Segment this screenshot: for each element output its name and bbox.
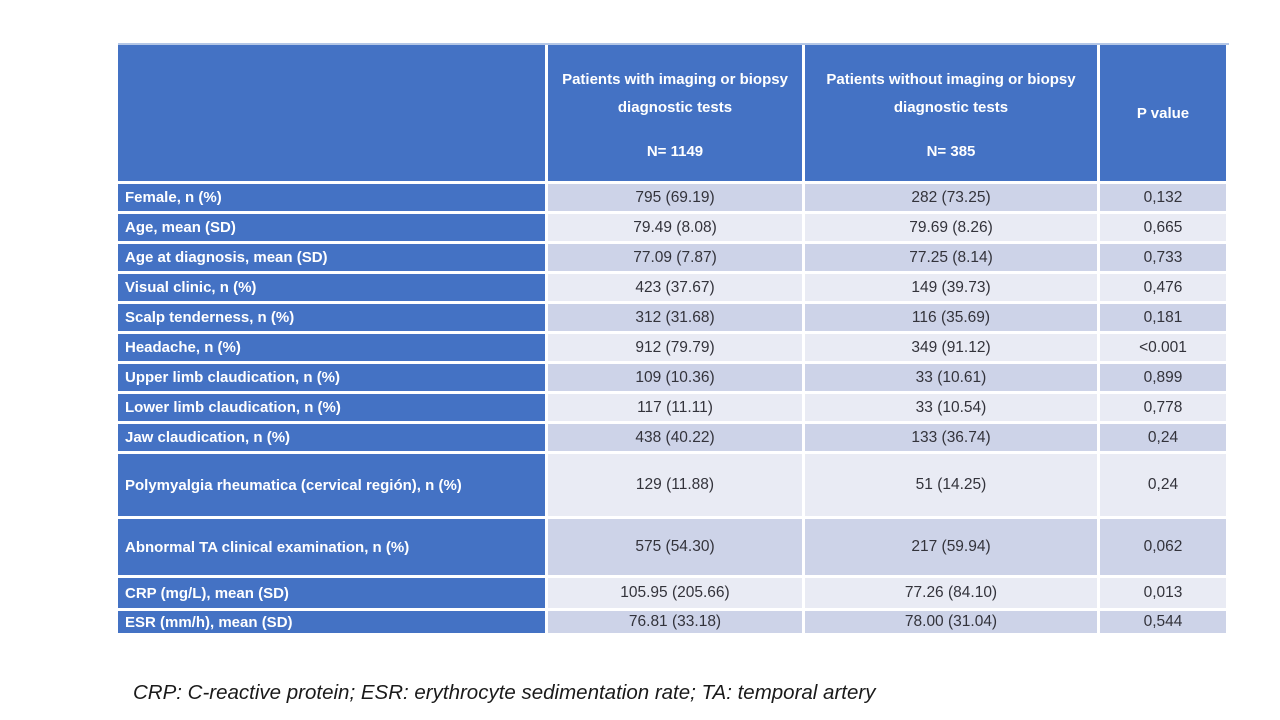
with-tests-value: 423 (37.67) xyxy=(548,274,802,301)
with-tests-value: 76.81 (33.18) xyxy=(548,611,802,633)
header-with-tests-n: N= 1149 xyxy=(646,143,704,161)
p-value: 0,181 xyxy=(1100,304,1226,331)
p-value: 0,132 xyxy=(1100,184,1226,211)
row-label: ESR (mm/h), mean (SD) xyxy=(118,611,545,633)
with-tests-value: 117 (11.11) xyxy=(548,394,802,421)
with-tests-value: 312 (31.68) xyxy=(548,304,802,331)
with-tests-value: 109 (10.36) xyxy=(548,364,802,391)
table-row: Age at diagnosis, mean (SD) 77.09 (7.87)… xyxy=(118,244,1226,271)
without-tests-value: 217 (59.94) xyxy=(805,519,1097,575)
p-value: 0,062 xyxy=(1100,519,1226,575)
without-tests-value: 77.25 (8.14) xyxy=(805,244,1097,271)
table-row: Visual clinic, n (%) 423 (37.67) 149 (39… xyxy=(118,274,1226,301)
without-tests-value: 349 (91.12) xyxy=(805,334,1097,361)
with-tests-value: 912 (79.79) xyxy=(548,334,802,361)
row-label: Scalp tenderness, n (%) xyxy=(118,304,545,331)
header-without-tests-title: Patients without imaging or biopsy diagn… xyxy=(826,70,1076,116)
with-tests-value: 795 (69.19) xyxy=(548,184,802,211)
with-tests-value: 438 (40.22) xyxy=(548,424,802,451)
table-row: Abnormal TA clinical examination, n (%) … xyxy=(118,519,1226,575)
with-tests-value: 575 (54.30) xyxy=(548,519,802,575)
p-value: 0,778 xyxy=(1100,394,1226,421)
table-row: Headache, n (%) 912 (79.79) 349 (91.12) … xyxy=(118,334,1226,361)
without-tests-value: 51 (14.25) xyxy=(805,454,1097,516)
row-label: Lower limb claudication, n (%) xyxy=(118,394,545,421)
table-row: ESR (mm/h), mean (SD) 76.81 (33.18) 78.0… xyxy=(118,611,1226,633)
p-value: 0,665 xyxy=(1100,214,1226,241)
p-value: <0.001 xyxy=(1100,334,1226,361)
row-label: Jaw claudication, n (%) xyxy=(118,424,545,451)
header-without-tests-n: N= 385 xyxy=(926,143,976,161)
without-tests-value: 78.00 (31.04) xyxy=(805,611,1097,633)
header-row: Patients with imaging or biopsy diagnost… xyxy=(118,45,1226,181)
table-row: Jaw claudication, n (%) 438 (40.22) 133 … xyxy=(118,424,1226,451)
row-label: Upper limb claudication, n (%) xyxy=(118,364,545,391)
table-row: Lower limb claudication, n (%) 117 (11.1… xyxy=(118,394,1226,421)
header-without-tests: Patients without imaging or biopsy diagn… xyxy=(805,45,1097,181)
row-label: Visual clinic, n (%) xyxy=(118,274,545,301)
p-value: 0,733 xyxy=(1100,244,1226,271)
p-value: 0,013 xyxy=(1100,578,1226,608)
header-corner-cell xyxy=(118,45,545,181)
table-row: Scalp tenderness, n (%) 312 (31.68) 116 … xyxy=(118,304,1226,331)
table-row: Age, mean (SD) 79.49 (8.08) 79.69 (8.26)… xyxy=(118,214,1226,241)
p-value: 0,899 xyxy=(1100,364,1226,391)
table-row: CRP (mg/L), mean (SD) 105.95 (205.66) 77… xyxy=(118,578,1226,608)
without-tests-value: 149 (39.73) xyxy=(805,274,1097,301)
without-tests-value: 116 (35.69) xyxy=(805,304,1097,331)
row-label: Polymyalgia rheumatica (cervical región)… xyxy=(118,454,545,516)
without-tests-value: 282 (73.25) xyxy=(805,184,1097,211)
row-label: Headache, n (%) xyxy=(118,334,545,361)
with-tests-value: 79.49 (8.08) xyxy=(548,214,802,241)
table-row: Polymyalgia rheumatica (cervical región)… xyxy=(118,454,1226,516)
comparison-table: Patients with imaging or biopsy diagnost… xyxy=(115,42,1229,636)
footnote: CRP: C-reactive protein; ESR: erythrocyt… xyxy=(133,681,876,704)
without-tests-value: 33 (10.61) xyxy=(805,364,1097,391)
row-label: Abnormal TA clinical examination, n (%) xyxy=(118,519,545,575)
table-top-border xyxy=(118,43,1229,45)
header-with-tests: Patients with imaging or biopsy diagnost… xyxy=(548,45,802,181)
header-p-value-label: P value xyxy=(1136,104,1190,122)
without-tests-value: 77.26 (84.10) xyxy=(805,578,1097,608)
row-label: Female, n (%) xyxy=(118,184,545,211)
without-tests-value: 133 (36.74) xyxy=(805,424,1097,451)
with-tests-value: 105.95 (205.66) xyxy=(548,578,802,608)
row-label: Age at diagnosis, mean (SD) xyxy=(118,244,545,271)
header-with-tests-title: Patients with imaging or biopsy diagnost… xyxy=(562,70,788,116)
without-tests-value: 33 (10.54) xyxy=(805,394,1097,421)
with-tests-value: 77.09 (7.87) xyxy=(548,244,802,271)
p-value: 0,24 xyxy=(1100,454,1226,516)
table-row: Female, n (%) 795 (69.19) 282 (73.25) 0,… xyxy=(118,184,1226,211)
p-value: 0,476 xyxy=(1100,274,1226,301)
header-p-value: P value xyxy=(1100,45,1226,181)
p-value: 0,544 xyxy=(1100,611,1226,633)
table-row: Upper limb claudication, n (%) 109 (10.3… xyxy=(118,364,1226,391)
without-tests-value: 79.69 (8.26) xyxy=(805,214,1097,241)
row-label: CRP (mg/L), mean (SD) xyxy=(118,578,545,608)
table-body: Female, n (%) 795 (69.19) 282 (73.25) 0,… xyxy=(118,184,1226,633)
row-label: Age, mean (SD) xyxy=(118,214,545,241)
with-tests-value: 129 (11.88) xyxy=(548,454,802,516)
p-value: 0,24 xyxy=(1100,424,1226,451)
